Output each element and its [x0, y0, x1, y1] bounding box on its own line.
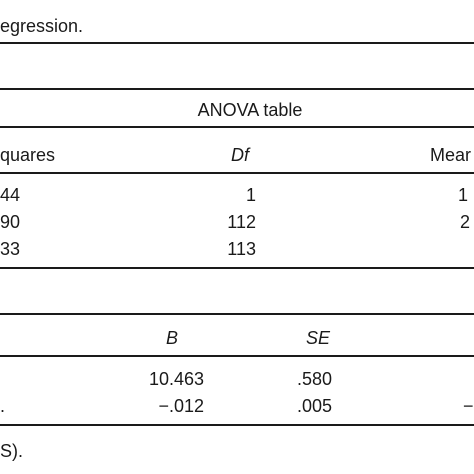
anova-title: ANOVA table: [197, 100, 303, 120]
anova-row-3-ss: 33: [0, 239, 21, 259]
anova-row-1-mean: 1: [458, 185, 469, 205]
coef-row-2-extra: −: [463, 396, 474, 416]
coef-row-1-se: .580: [296, 369, 332, 389]
anova-row-2-mean: 2: [460, 212, 471, 232]
header-sum-of-squares: quares: [0, 145, 56, 165]
table-top-rule: [0, 42, 474, 44]
coef-row-1-b: 10.463: [148, 369, 204, 389]
header-b: B: [166, 328, 179, 348]
table-caption: egression.: [0, 16, 84, 36]
header-mean-square: Mear: [430, 145, 472, 165]
anova-bottom-rule: [0, 267, 474, 269]
coef-row-2-label: .: [0, 396, 6, 416]
anova-row-3-df: 113: [227, 239, 256, 259]
coef-top-rule: [0, 313, 474, 315]
anova-header-rule: [0, 172, 474, 174]
anova-row-1-df: 1: [245, 185, 256, 205]
coef-row-2-se: .005: [296, 396, 332, 416]
coef-row-2-b: −.012: [158, 396, 204, 416]
anova-row-2-ss: 90: [0, 212, 21, 232]
anova-row-1-ss: 44: [0, 185, 21, 205]
header-df: Df: [231, 145, 249, 165]
anova-top-rule: [0, 88, 474, 90]
table-bottom-rule: [0, 424, 474, 426]
anova-title-rule: [0, 126, 474, 128]
coef-header-rule: [0, 355, 474, 357]
header-se: SE: [306, 328, 331, 348]
table-footnote: S).: [0, 441, 24, 461]
anova-row-2-df: 112: [227, 212, 256, 232]
